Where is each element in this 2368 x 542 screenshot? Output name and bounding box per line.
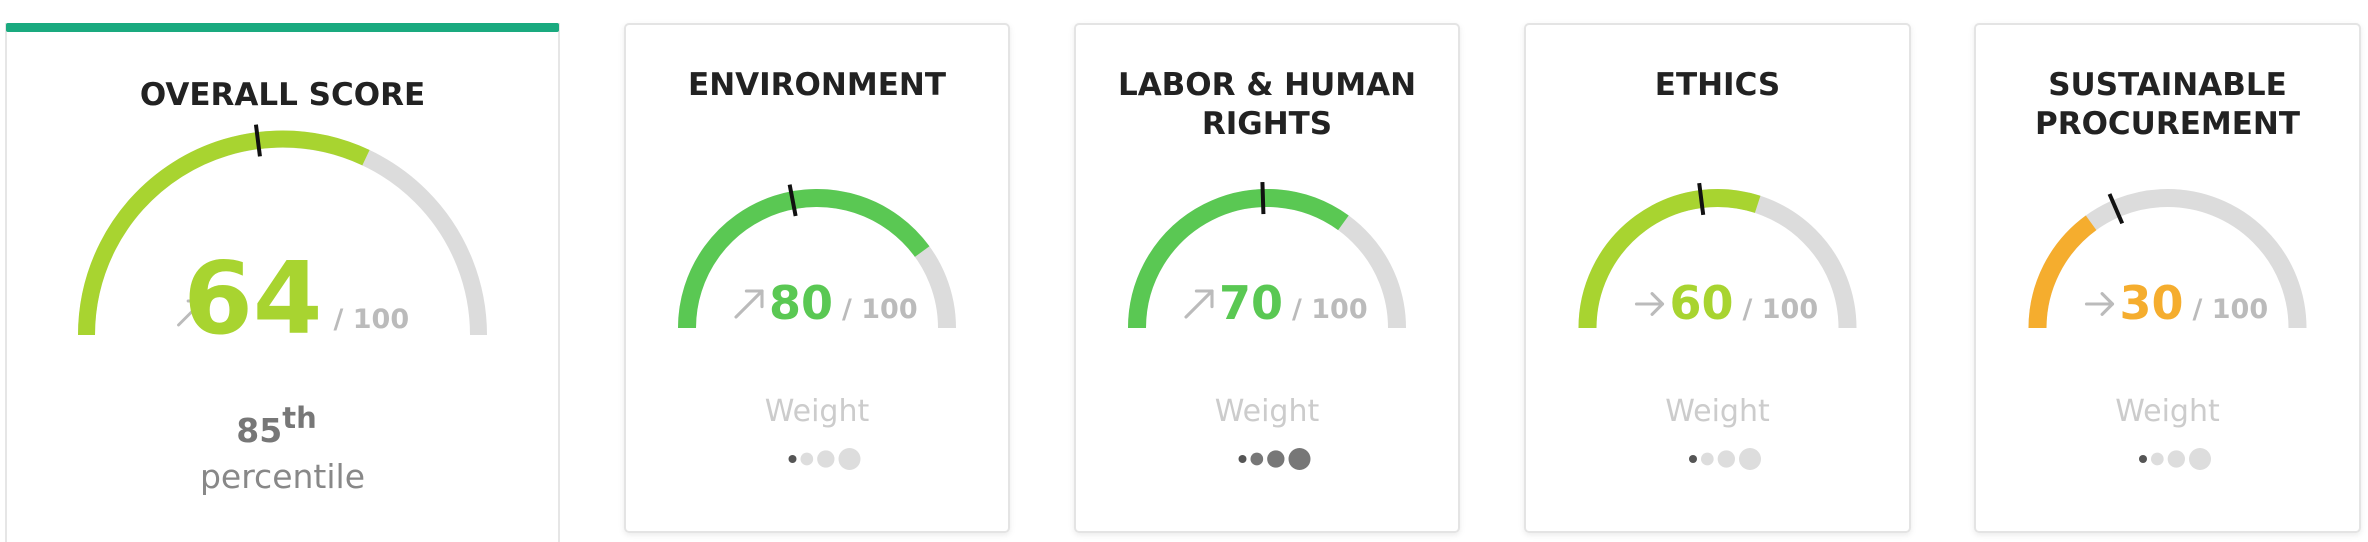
arrow-shaft bbox=[1184, 289, 1214, 319]
card-title: ENVIRONMENT bbox=[688, 67, 946, 103]
card-title: PROCUREMENT bbox=[2035, 106, 2300, 142]
gauge-marker bbox=[1697, 182, 1706, 216]
trend-arrow bbox=[1634, 292, 1665, 316]
weight-dot bbox=[1250, 452, 1264, 466]
weight-dot bbox=[817, 450, 835, 468]
weight-dot bbox=[2167, 450, 2185, 468]
arrow-head bbox=[2100, 292, 2115, 316]
weight-dot bbox=[838, 448, 861, 470]
gauge-fill bbox=[678, 189, 930, 329]
percentile-number: 85 bbox=[236, 411, 282, 450]
card-title: OVERALL SCORE bbox=[140, 77, 425, 113]
arrow-head bbox=[744, 289, 764, 309]
weight-dot bbox=[800, 452, 814, 466]
score-max: / 100 bbox=[334, 304, 410, 335]
percentile-label: percentile bbox=[200, 457, 365, 496]
weight-label: Weight bbox=[1215, 394, 1320, 429]
card-title: RIGHTS bbox=[1202, 106, 1332, 142]
score-value: 70 bbox=[1219, 276, 1283, 330]
arrow-shaft bbox=[734, 289, 764, 319]
gauge-fill bbox=[2028, 215, 2097, 329]
weight-dot bbox=[2139, 455, 2147, 463]
weight-dot bbox=[1739, 448, 1761, 470]
score-value: 30 bbox=[2119, 276, 2183, 330]
score-max: / 100 bbox=[1743, 294, 1819, 325]
arrow-shaft bbox=[177, 299, 204, 327]
card-title: ETHICS bbox=[1655, 67, 1780, 103]
weight-dot bbox=[1288, 448, 1311, 470]
trend-arrow bbox=[734, 289, 764, 319]
gauge-fill bbox=[78, 130, 370, 336]
card-title: LABOR & HUMAN bbox=[1118, 67, 1416, 103]
card-accent bbox=[6, 23, 559, 32]
gauge-marker bbox=[787, 184, 798, 217]
card-title: SUSTAINABLE bbox=[2048, 67, 2287, 103]
trend-arrow bbox=[1184, 289, 1214, 319]
gauge-marker bbox=[2107, 193, 2125, 225]
score-max: / 100 bbox=[1292, 294, 1368, 325]
card bbox=[624, 23, 1010, 533]
score-value: 80 bbox=[769, 276, 833, 330]
weight-dot bbox=[1701, 452, 1714, 466]
gauge-marker bbox=[1260, 182, 1266, 215]
card bbox=[1074, 23, 1460, 533]
weight-label: Weight bbox=[1665, 394, 1770, 429]
weight-dot bbox=[788, 455, 797, 463]
weight-dot bbox=[1717, 450, 1736, 468]
trend-arrow bbox=[2084, 292, 2115, 316]
score-value: 64 bbox=[183, 240, 322, 357]
score-value: 60 bbox=[1669, 276, 1733, 330]
weight-label: Weight bbox=[765, 394, 870, 429]
arrow-head bbox=[186, 299, 204, 317]
weight-dot bbox=[2151, 452, 2164, 466]
percentile-suffix: th bbox=[282, 401, 317, 435]
weight-dot bbox=[2189, 448, 2211, 470]
card bbox=[1974, 23, 2361, 533]
gauge-marker bbox=[253, 124, 262, 157]
arrow-head bbox=[1650, 292, 1665, 316]
score-max: / 100 bbox=[2193, 294, 2269, 325]
weight-dot bbox=[1238, 455, 1247, 463]
trend-arrow bbox=[177, 299, 204, 327]
weight-dot bbox=[1267, 450, 1285, 468]
card bbox=[1524, 23, 1911, 533]
score-max: / 100 bbox=[842, 294, 918, 325]
weight-dot bbox=[1689, 455, 1697, 463]
gauge-fill bbox=[1578, 189, 1761, 329]
gauge-fill bbox=[1128, 189, 1349, 329]
weight-label: Weight bbox=[2115, 394, 2220, 429]
arrow-head bbox=[1194, 289, 1214, 309]
percentile-value: 85th bbox=[236, 401, 316, 450]
